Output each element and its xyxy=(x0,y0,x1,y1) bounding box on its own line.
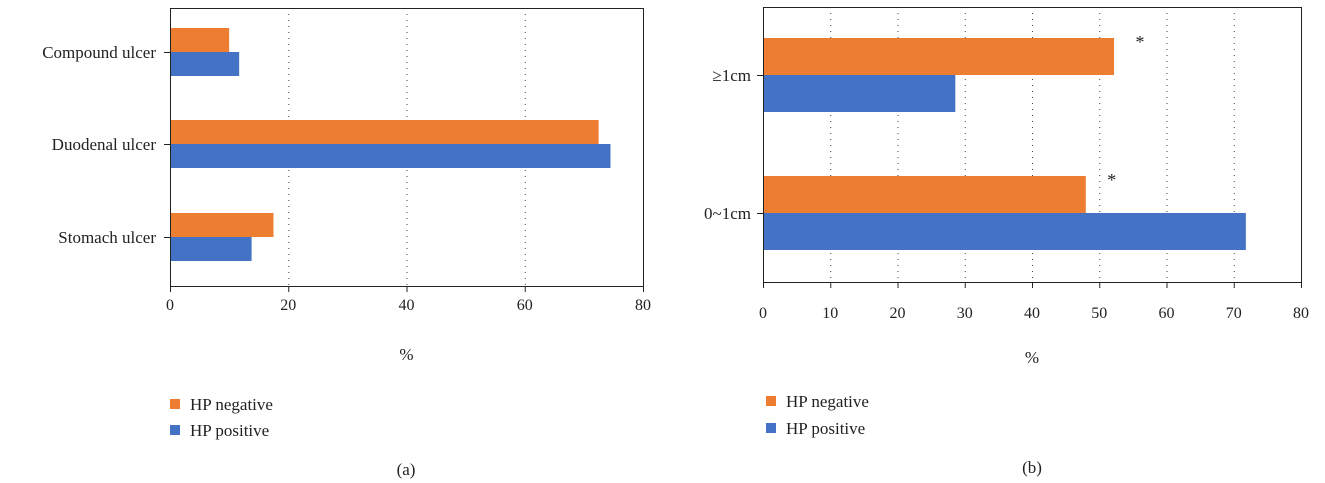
bar-hp-positive xyxy=(171,52,240,76)
category-label: Stomach ulcer xyxy=(58,228,156,247)
x-tick-label: 10 xyxy=(822,305,838,322)
legend-swatch xyxy=(766,423,776,433)
category-label: Compound ulcer xyxy=(42,43,156,62)
x-tick-label: 80 xyxy=(635,297,651,314)
panel-label: (a) xyxy=(397,460,416,479)
x-tick-label: 0 xyxy=(759,305,767,322)
bar-hp-negative xyxy=(171,28,230,52)
category-label: ≥1cm xyxy=(712,66,751,85)
x-tick-label: 60 xyxy=(517,297,533,314)
category-label: 0~1cm xyxy=(704,204,751,223)
chart-panel-b: 0~1cm ≥1cm 0 10 20 30 40 50 60 70 80% * * HP negative… xyxy=(704,7,1309,477)
bar-hp-negative xyxy=(171,213,274,237)
bar-hp-negative xyxy=(764,38,1115,75)
x-tick-label: 40 xyxy=(399,297,415,314)
chart-panel-a: Stomach ulcer Duodenal ulcer Compound ulce… xyxy=(42,8,651,479)
x-axis-label: % xyxy=(1025,348,1039,367)
legend-swatch xyxy=(170,399,180,409)
x-tick-label: 50 xyxy=(1091,305,1107,322)
x-tick-label: 0 xyxy=(166,297,174,314)
legend-swatch xyxy=(170,425,180,435)
x-tick-label: 30 xyxy=(957,305,973,322)
legend-swatch xyxy=(766,396,776,406)
bar-hp-positive xyxy=(764,75,956,112)
x-tick-label: 40 xyxy=(1024,305,1040,322)
x-tick-label: 60 xyxy=(1159,305,1175,322)
panel-label: (b) xyxy=(1022,458,1042,477)
legend-label: HP positive xyxy=(786,419,865,438)
x-tick-label: 20 xyxy=(890,305,906,322)
bar-hp-positive xyxy=(171,144,611,168)
bar-hp-negative xyxy=(764,176,1086,213)
legend-label: HP negative xyxy=(786,392,869,411)
x-tick-label: 20 xyxy=(280,297,296,314)
category-label: Duodenal ulcer xyxy=(52,135,157,154)
x-axis-label: % xyxy=(399,345,413,364)
x-tick-label: 80 xyxy=(1293,305,1309,322)
bar-hp-positive xyxy=(764,213,1246,250)
legend-label: HP negative xyxy=(190,395,273,414)
bar-hp-negative xyxy=(171,120,599,144)
significance-marker: * xyxy=(1136,32,1145,52)
x-tick-label: 70 xyxy=(1226,305,1242,322)
bar-hp-positive xyxy=(171,237,252,261)
significance-marker: * xyxy=(1107,170,1116,190)
legend-label: HP positive xyxy=(190,421,269,440)
